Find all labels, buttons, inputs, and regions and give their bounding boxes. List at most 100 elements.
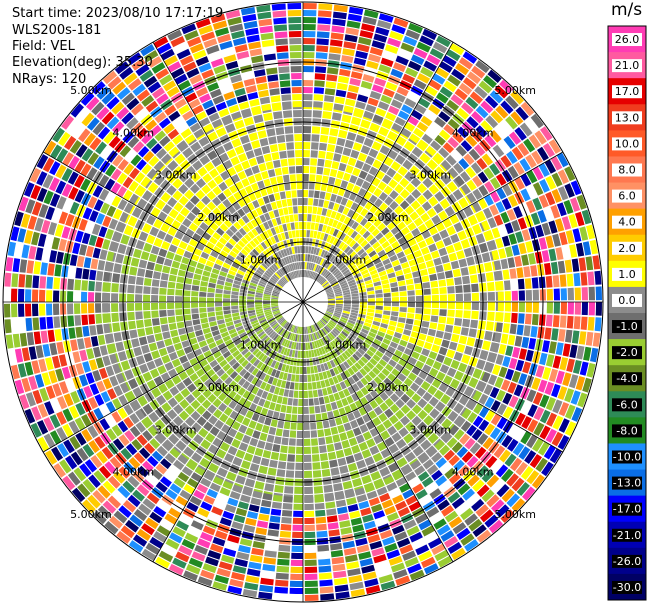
velocity-gate <box>345 165 354 174</box>
velocity-gate <box>323 270 330 278</box>
velocity-gate <box>280 319 287 326</box>
velocity-gate <box>393 378 403 387</box>
velocity-gate <box>46 303 53 316</box>
velocity-gate <box>288 166 296 174</box>
velocity-gate <box>545 428 557 443</box>
velocity-gate <box>248 504 260 513</box>
velocity-gate <box>375 289 383 294</box>
velocity-gate <box>308 390 313 398</box>
velocity-gate <box>486 474 500 488</box>
velocity-gate <box>447 74 461 87</box>
velocity-gate <box>390 161 401 172</box>
velocity-gate <box>420 212 430 223</box>
velocity-gate <box>461 354 471 364</box>
velocity-gate <box>594 317 602 332</box>
velocity-gate <box>495 237 504 249</box>
velocity-gate <box>391 311 399 317</box>
velocity-gate <box>293 206 298 214</box>
velocity-gate <box>294 382 299 390</box>
velocity-gate <box>420 115 433 127</box>
velocity-gate <box>379 529 393 540</box>
velocity-gate <box>229 578 244 588</box>
velocity-gate <box>444 206 455 217</box>
velocity-gate <box>244 582 259 591</box>
velocity-gate <box>327 307 335 311</box>
velocity-gate <box>372 241 381 250</box>
velocity-gate <box>407 60 422 72</box>
velocity-gate <box>148 342 158 352</box>
velocity-gate <box>555 247 564 260</box>
velocity-gate <box>384 263 393 270</box>
velocity-gate <box>498 366 508 378</box>
velocity-gate <box>378 192 388 202</box>
velocity-gate <box>339 344 346 352</box>
velocity-gate <box>327 298 335 301</box>
range-ring-label: 2.00km <box>367 211 409 224</box>
velocity-gate <box>175 440 187 452</box>
velocity-gate <box>487 302 496 311</box>
velocity-gate <box>183 446 195 458</box>
velocity-gate <box>209 321 217 327</box>
velocity-gate <box>477 433 489 445</box>
velocity-gate <box>305 326 308 334</box>
velocity-gate <box>202 410 212 421</box>
velocity-gate <box>266 128 276 137</box>
velocity-gate <box>303 17 317 24</box>
velocity-gate <box>489 204 499 216</box>
velocity-gate <box>476 359 486 370</box>
velocity-gate <box>218 402 228 412</box>
velocity-gate <box>538 194 549 208</box>
velocity-gate <box>498 248 507 259</box>
velocity-gate <box>501 198 512 210</box>
velocity-gate <box>312 470 322 478</box>
velocity-gate <box>264 442 273 451</box>
velocity-gate <box>359 558 374 567</box>
velocity-gate <box>496 389 506 402</box>
velocity-gate <box>202 563 217 574</box>
velocity-gate <box>310 222 315 230</box>
velocity-gate <box>466 179 477 191</box>
velocity-gate <box>243 452 254 462</box>
velocity-gate <box>464 539 479 552</box>
velocity-gate <box>347 13 362 22</box>
velocity-gate <box>534 130 547 145</box>
velocity-gate <box>350 419 359 429</box>
velocity-gate <box>514 255 522 267</box>
velocity-gate <box>269 88 280 96</box>
velocity-gate <box>368 346 377 354</box>
velocity-gate <box>360 507 372 517</box>
velocity-gate <box>326 361 333 370</box>
velocity-gate <box>343 369 351 378</box>
velocity-gate <box>430 315 439 323</box>
velocity-gate <box>349 510 361 519</box>
velocity-gate <box>102 355 111 367</box>
velocity-gate <box>173 342 183 351</box>
velocity-gate <box>362 514 374 523</box>
velocity-gate <box>466 256 475 266</box>
velocity-gate <box>333 570 347 579</box>
velocity-gate <box>367 302 375 306</box>
velocity-gate <box>46 276 54 289</box>
velocity-gate <box>548 248 557 262</box>
velocity-gate <box>564 421 577 437</box>
velocity-gate <box>357 236 365 245</box>
velocity-gate <box>341 352 349 360</box>
velocity-gate <box>317 544 330 552</box>
velocity-gate <box>580 272 588 286</box>
velocity-gate <box>339 68 351 77</box>
velocity-gate <box>347 157 357 167</box>
velocity-gate <box>366 262 375 269</box>
velocity-gate <box>395 327 404 334</box>
velocity-gate <box>335 293 343 297</box>
velocity-gate <box>349 284 357 289</box>
velocity-gate <box>343 340 351 347</box>
velocity-gate <box>350 287 358 292</box>
velocity-gate <box>323 326 330 333</box>
velocity-gate <box>382 258 391 266</box>
velocity-gate <box>223 290 231 295</box>
velocity-gate <box>278 388 285 396</box>
velocity-gate <box>177 269 186 277</box>
velocity-gate <box>129 514 144 527</box>
velocity-gate <box>518 313 525 324</box>
velocity-gate <box>448 424 460 436</box>
